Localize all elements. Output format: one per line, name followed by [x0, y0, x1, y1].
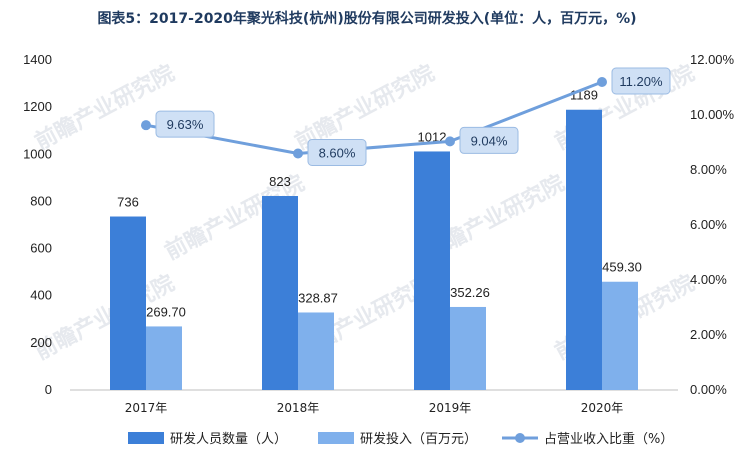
bar-rd-investment[interactable] [298, 312, 334, 390]
left-axis-tick: 600 [30, 241, 52, 256]
right-axis-tick: 2.00% [690, 327, 727, 342]
legend-label-revenue-ratio: 占营业收入比重（%） [544, 431, 673, 447]
right-axis-tick: 8.00% [690, 162, 727, 177]
line-point-revenue-ratio[interactable] [597, 77, 607, 87]
left-axis-tick: 800 [30, 193, 52, 208]
bar-label-rd-investment: 459.30 [602, 260, 642, 275]
line-label-revenue-ratio: 9.63% [167, 117, 204, 132]
bar-rd-investment[interactable] [602, 281, 638, 390]
category-label: 2018年 [277, 401, 320, 415]
line-label-revenue-ratio: 9.04% [471, 133, 508, 148]
bar-label-rd-staff: 1012 [418, 129, 447, 144]
chart-title: 图表5：2017-2020年聚光科技(杭州)股份有限公司研发投入(单位：人，百万… [97, 11, 637, 27]
bar-rd-investment[interactable] [450, 306, 486, 390]
bar-rd-staff[interactable] [414, 151, 450, 390]
right-axis-tick: 0.00% [690, 382, 727, 397]
line-label-revenue-ratio: 11.20% [619, 74, 663, 89]
bar-label-rd-staff: 736 [117, 195, 139, 210]
line-label-revenue-ratio: 8.60% [319, 146, 356, 161]
line-label-box [611, 67, 671, 95]
right-axis-tick: 12.00% [690, 52, 734, 67]
category-label: 2020年 [581, 401, 624, 415]
bar-label-rd-investment: 269.70 [146, 304, 186, 319]
left-axis-tick: 1000 [23, 146, 52, 161]
bar-label-rd-investment: 352.26 [450, 285, 490, 300]
watermark-text: 前瞻产业研究院 [31, 60, 179, 155]
right-axis-tick: 4.00% [690, 272, 727, 287]
left-axis-tick: 1200 [23, 99, 52, 114]
line-label-box [307, 139, 367, 166]
bar-label-rd-investment: 328.87 [298, 290, 338, 305]
bar-rd-staff[interactable] [110, 216, 146, 390]
line-point-revenue-ratio[interactable] [445, 136, 455, 147]
legend-label-rd-staff: 研发人员数量（人） [170, 431, 287, 447]
line-label-box [459, 126, 519, 154]
line-revenue-ratio [145, 80, 603, 156]
bar-rd-staff[interactable] [262, 196, 298, 390]
category-label: 2017年 [125, 401, 168, 415]
line-point-revenue-ratio[interactable] [293, 148, 303, 159]
bar-label-rd-staff: 823 [269, 174, 291, 189]
left-axis-tick: 1400 [23, 52, 52, 67]
legend-label-rd-investment: 研发投入（百万元） [360, 431, 477, 447]
left-axis-tick: 400 [30, 288, 52, 303]
right-axis-tick: 6.00% [690, 217, 727, 232]
legend-swatch-rd-investment [318, 432, 354, 444]
line-label-box [155, 110, 215, 138]
bar-rd-staff[interactable] [566, 109, 602, 390]
line-point-revenue-ratio[interactable] [141, 120, 151, 131]
left-axis-tick: 0 [45, 382, 52, 397]
left-axis-tick: 200 [30, 335, 52, 350]
bar-rd-investment[interactable] [146, 326, 182, 390]
right-axis-tick: 10.00% [690, 107, 734, 122]
legend-swatch-rd-staff [128, 432, 164, 444]
category-label: 2019年 [429, 401, 472, 415]
legend-marker-revenue-ratio [515, 433, 525, 443]
